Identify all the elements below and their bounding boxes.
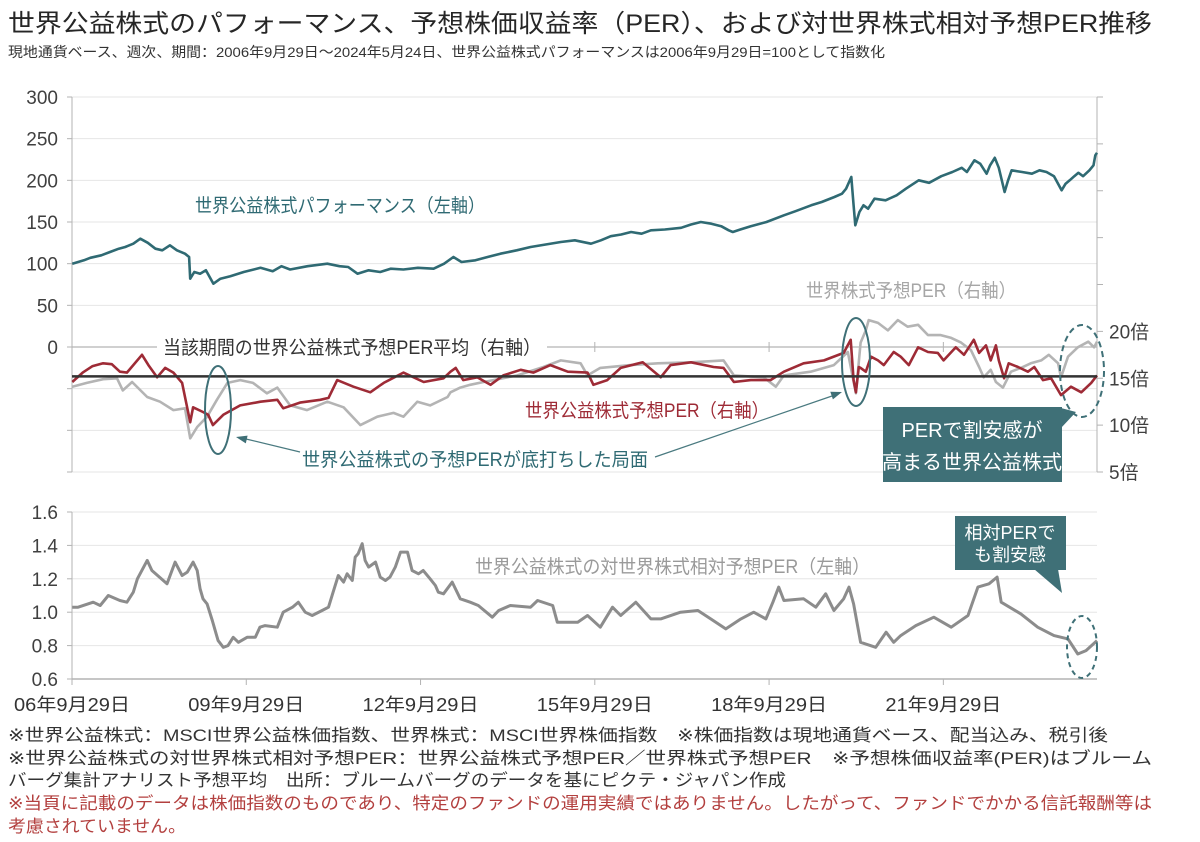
x-axis-label: 15年9月29日 [537,695,653,715]
x-axis-label: 09年9月29日 [188,695,304,715]
left-axis-label: 100 [26,255,58,276]
per-callout-box: PERで割安感が 高まる世界公益株式 [882,407,1076,482]
world-per-series-label: 世界株式予想PER（右軸） [806,280,1016,302]
label-backgrounds [157,277,1022,578]
page-subtitle: 現地通貨ベース、週次、期間：2006年9月29日～2024年5月24日、世界公益… [8,44,885,60]
bottom-left-axis-label: 1.2 [32,570,58,591]
footnotes: ※世界公益株式：MSCI世界公益株価指数、世界株式：MSCI世界株価指数 ※株価… [8,726,1152,836]
gridlines [67,96,1103,685]
footnote-line: ※世界公益株式の対世界株式相対予想PER：世界公益株式予想PER／世界株式予想P… [8,748,1152,768]
relative-callout-line-2: も割安感 [974,545,1046,565]
relative-per-label-background [468,553,876,578]
left-axis-label: 50 [37,296,58,317]
relative-callout-line-1: 相対PERで [964,523,1055,543]
arrow-to-2020-icon [654,391,842,458]
right-axis-label: 10倍 [1109,415,1149,437]
footnote-line: ※世界公益株式：MSCI世界公益株価指数、世界株式：MSCI世界株価指数 ※株価… [8,726,1108,745]
relative-callout-box: 相対PERで も割安感 [955,516,1066,593]
bottom-left-axis-label: 1.6 [32,503,58,524]
bottom-left-axis-label: 1.0 [32,603,58,624]
per-callout-line-2: 高まる世界公益株式 [882,451,1062,474]
left-axis-label: 250 [26,130,58,151]
disclaimer-line: 考慮されていません。 [8,817,186,836]
highlight-ellipse-2020 [841,317,871,407]
average-label-background [157,335,547,359]
bottom-left-axis-label: 0.8 [32,637,58,658]
left-axis-label: 300 [26,88,58,109]
page-title: 世界公益株式のパフォーマンス、予想株価収益率（PER）、および対世界株式相対予想… [8,10,1152,38]
bottom-left-axis-label: 0.6 [32,670,58,691]
per-callout-line-1: PERで割安感が [901,419,1042,442]
world-per-label-background [800,277,1022,303]
highlight-ellipse-2024-per [1059,324,1105,418]
left-axis-label: 0 [47,338,58,359]
utilities-per-series-label: 世界公益株式予想PER（右軸） [525,400,769,422]
right-axis-label: 20倍 [1109,321,1149,343]
bottom-left-axis-label: 1.4 [32,536,59,557]
relative-per-line [72,542,1099,656]
relative-per-series-label: 世界公益株式の対世界株式相対予想PER（左軸） [475,556,870,578]
performance-series-label: 世界公益株式パフォーマンス（左軸） [195,195,485,217]
disclaimer-line: ※当頁に記載のデータは株価指数のものであり、特定のファンドの運用実績ではありませ… [8,793,1152,813]
series-lines [71,152,1099,656]
average-line-label: 当該期間の世界公益株式予想PER平均（右軸） [163,337,541,359]
utilities-per-line [71,338,1099,427]
left-axis-label: 150 [26,213,58,234]
x-axis-label: 12年9月29日 [363,695,479,715]
footnote-line: バーグ集計アナリスト予想平均 出所：ブルームバーグのデータを基にピクテ・ジャパン… [8,770,786,790]
x-axis-label: 18年9月29日 [711,695,827,715]
x-axis-label: 21年9月29日 [885,695,1001,715]
performance-line [71,152,1099,285]
right-axis-label: 5倍 [1109,462,1139,484]
axes: 300 250 200 150 100 50 0 20倍 15倍 10倍 5倍 1.6 1.4 1.2 1.… [14,88,1149,715]
annotations: 世界公益株式パフォーマンス（左軸） 世界株式予想PER（右軸） 当該期間の世界公… [163,195,1105,679]
x-axis-label: 06年9月29日 [14,695,130,715]
left-axis-label: 200 [26,171,58,192]
highlight-ellipse-2024-relative [1066,615,1098,679]
arrow-to-2009-icon [236,435,301,453]
trough-annotation-label: 世界公益株式の予想PERが底打ちした局面 [302,449,648,471]
right-axis-label: 15倍 [1109,368,1149,390]
highlight-ellipse-2009 [204,365,232,455]
